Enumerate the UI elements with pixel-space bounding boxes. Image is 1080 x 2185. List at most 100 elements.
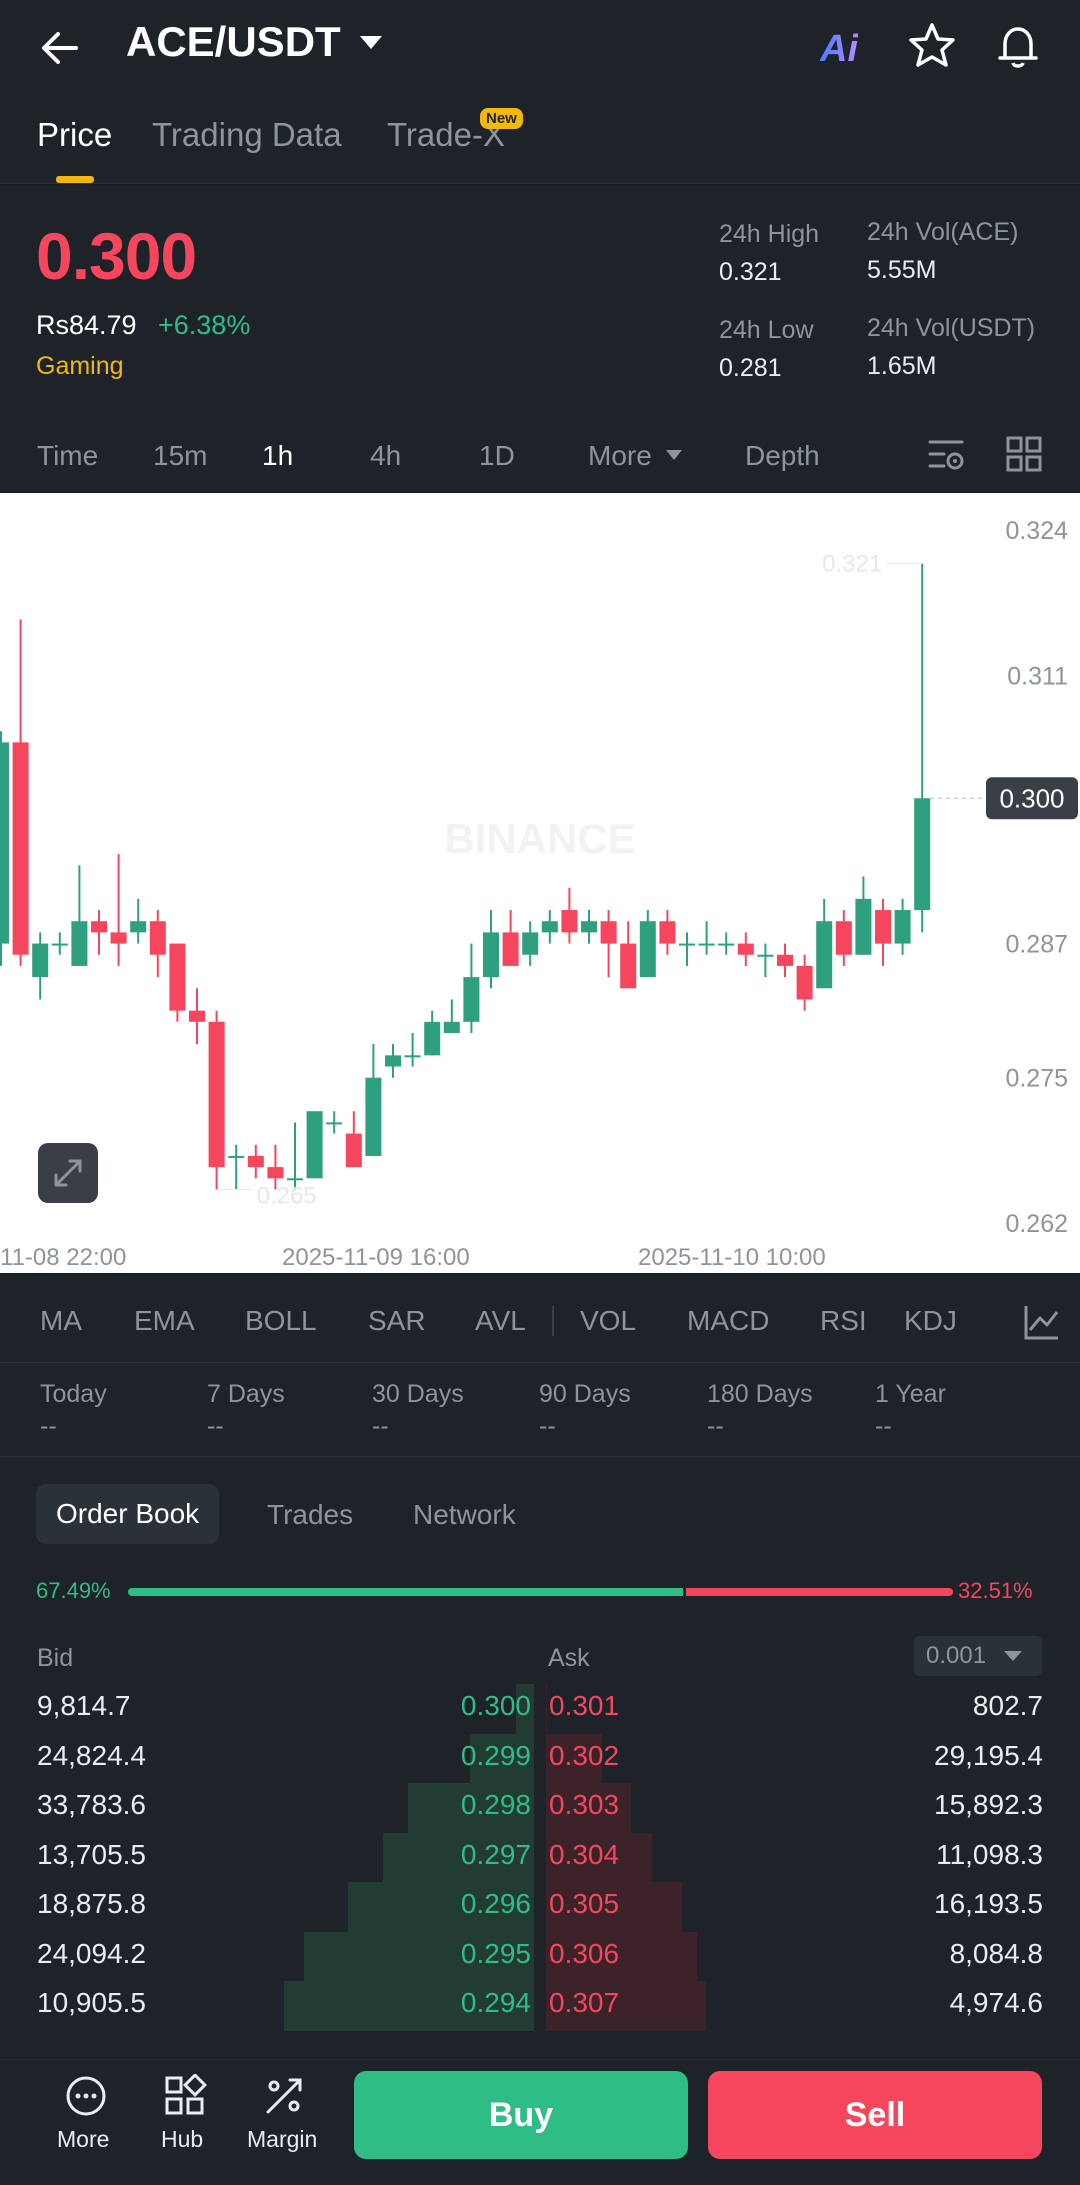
expand-icon [54,1159,82,1187]
ask-price[interactable]: 0.304 [549,1838,620,1870]
tab-trades[interactable]: Trades [267,1499,354,1530]
interval-time[interactable]: Time [37,440,99,471]
star-icon[interactable] [906,20,958,72]
candle-body [875,910,891,944]
current-price-label: 0.300 [999,783,1064,813]
indicator-kdj[interactable]: KDJ [904,1305,957,1336]
layout-grid-icon[interactable] [1004,434,1044,474]
hub-label[interactable]: Hub [161,2126,204,2152]
candle-body [561,910,578,933]
sell-button[interactable]: Sell [708,2071,1042,2159]
ask-price[interactable]: 0.306 [549,1937,620,1969]
indicator-ema[interactable]: EMA [134,1305,195,1336]
watermark: BINANCE [444,815,635,862]
bid-price[interactable]: 0.299 [460,1739,531,1771]
interval-more[interactable]: More [588,440,652,471]
y-tick-label: 0.262 [1005,1210,1068,1238]
more-dots-icon[interactable] [64,2074,108,2118]
ask-price[interactable]: 0.301 [549,1690,620,1721]
indicator-boll[interactable]: BOLL [245,1305,317,1336]
category-tag[interactable]: Gaming [36,352,124,380]
candle-body [757,954,774,957]
bid-qty[interactable]: 10,905.5 [37,1987,146,2018]
bid-qty[interactable]: 24,824.4 [37,1739,146,1771]
precision-select[interactable]: 0.001 [914,1636,1042,1676]
bid-qty[interactable]: 9,814.7 [37,1690,131,1721]
bid-qty[interactable]: 13,705.5 [37,1838,146,1870]
candle-body [130,921,147,933]
indicator-ma[interactable]: MA [40,1305,82,1336]
indicator-macd[interactable]: MACD [687,1305,770,1336]
ask-depth-bar [546,1931,697,1982]
ask-qty[interactable]: 4,974.6 [949,1987,1043,2018]
more-label[interactable]: More [57,2126,110,2152]
bid-qty[interactable]: 24,094.2 [37,1937,146,1969]
ask-qty[interactable]: 11,098.3 [936,1838,1043,1870]
ask-qty[interactable]: 8,084.8 [949,1937,1043,1969]
ask-qty[interactable]: 802.7 [972,1690,1043,1721]
tab-trading-data[interactable]: Trading Data [152,116,342,153]
ask-price[interactable]: 0.307 [549,1987,620,2018]
candle-body [796,965,813,1000]
candle-body [345,1133,362,1168]
fullscreen-button[interactable] [38,1143,98,1203]
interval-1h[interactable]: 1h [262,440,294,471]
bid-price[interactable]: 0.298 [460,1789,531,1820]
ask-price[interactable]: 0.305 [549,1888,620,1919]
ask-qty[interactable]: 16,193.5 [934,1888,1043,1919]
chart-settings-icon[interactable] [926,434,966,474]
indicator-sar[interactable]: SAR [368,1305,426,1336]
perf-label: 1 Year [875,1380,946,1408]
new-badge: New [480,108,523,129]
ask-price[interactable]: 0.303 [549,1789,620,1820]
bid-price[interactable]: 0.297 [460,1838,531,1870]
indicator-bar [0,1274,1080,1362]
ask-qty[interactable]: 15,892.3 [934,1789,1043,1820]
ask-price[interactable]: 0.302 [549,1739,620,1771]
hub-grid-icon[interactable] [163,2074,207,2118]
candle-body [581,921,597,933]
margin-label[interactable]: Margin [247,2126,318,2152]
interval-4h[interactable]: 4h [370,440,402,471]
indicator-settings-icon[interactable] [1022,1302,1062,1342]
ask-qty[interactable]: 29,195.4 [934,1739,1043,1771]
pair-title[interactable]: ACE/USDT [126,18,341,65]
pair-dropdown-caret-icon[interactable] [360,36,382,49]
perf-value: -- [207,1412,224,1440]
performance-row [0,1363,1080,1456]
x-tick-label: 2025-11-09 16:00 [282,1244,470,1271]
ai-icon[interactable]: Ai [820,28,858,70]
tab-network[interactable]: Network [413,1499,516,1530]
candle-body [71,921,88,966]
bell-icon[interactable] [992,20,1044,72]
bid-price[interactable]: 0.295 [460,1937,531,1969]
bid-qty[interactable]: 18,875.8 [37,1888,146,1919]
tab-price[interactable]: Price [37,116,113,153]
candle-body [306,1111,323,1179]
bid-qty[interactable]: 33,783.6 [37,1789,146,1820]
x-tick-label: 2025-11-10 10:00 [638,1244,826,1271]
indicator-rsi[interactable]: RSI [820,1305,867,1336]
bid-price[interactable]: 0.294 [460,1987,531,2018]
candlestick-chart[interactable]: BINANCE 0.324 0.311 0.287 0.275 0.262 11-08 … [0,493,1080,1273]
interval-15m[interactable]: 15m [153,440,208,471]
bid-price[interactable]: 0.296 [460,1888,531,1919]
bid-price[interactable]: 0.300 [460,1690,531,1721]
candle-body [855,898,872,955]
candle-body [51,943,68,946]
candle-body [32,943,49,978]
low-label: 24h Low [719,316,814,344]
more-caret-icon[interactable] [666,450,682,460]
interval-depth[interactable]: Depth [745,440,820,471]
indicator-avl[interactable]: AVL [475,1305,526,1336]
chart-canvas[interactable]: BINANCE 0.324 0.311 0.287 0.275 0.262 11-08 … [0,493,1080,1273]
margin-icon[interactable] [262,2074,306,2118]
indicator-vol[interactable]: VOL [580,1305,637,1336]
chevron-down-icon[interactable] [1004,1651,1022,1661]
tab-order-book[interactable]: Order Book [36,1484,220,1544]
interval-1d[interactable]: 1D [479,440,515,471]
bid-ratio: 67.49% [36,1578,111,1603]
back-arrow-icon[interactable] [36,22,88,74]
bid-depth-bar [284,1981,534,2031]
buy-button[interactable]: Buy [354,2071,688,2159]
